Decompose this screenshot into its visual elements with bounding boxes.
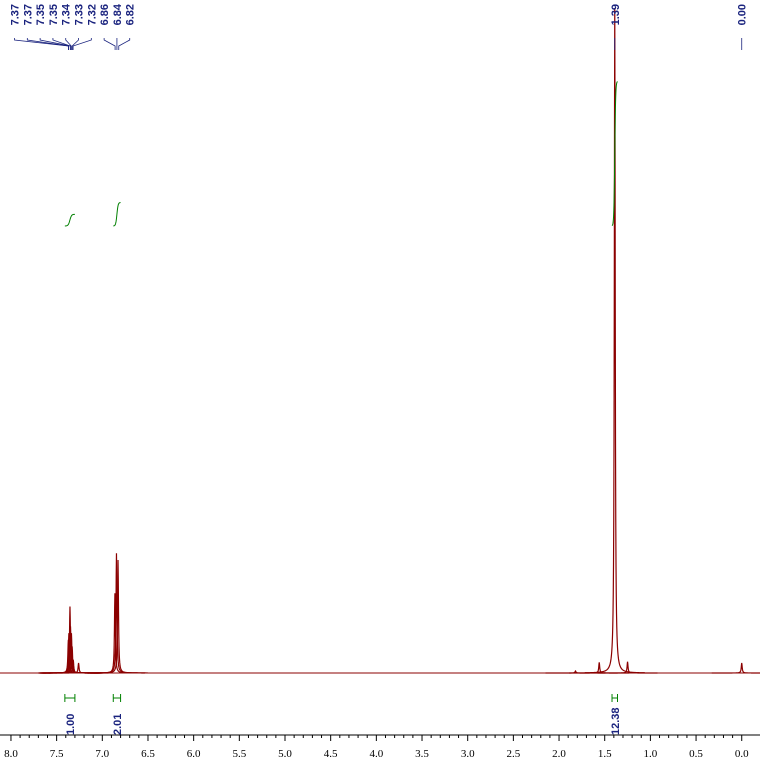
peak-label-connector: [118, 38, 131, 50]
x-tick-label: 1.5: [598, 748, 612, 760]
peak-label-connector: [103, 38, 116, 50]
peak-label: 6.82: [125, 4, 137, 25]
x-tick-label: 5.0: [278, 748, 292, 760]
x-tick-label: 2.5: [506, 748, 520, 760]
x-tick-label: 2.0: [552, 748, 566, 760]
peak-label-connector: [65, 38, 72, 50]
x-tick-label: 1.0: [644, 748, 658, 760]
x-tick-label: 6.5: [141, 748, 155, 760]
integral-label: 12.38: [610, 707, 622, 735]
peak: [584, 7, 645, 674]
peak-label: 7.35: [48, 4, 60, 25]
peak: [48, 662, 109, 674]
peak-label: 6.84: [112, 3, 124, 25]
x-tick-label: 6.0: [187, 748, 201, 760]
x-tick-label: 3.5: [415, 748, 429, 760]
peak-label-connector: [26, 38, 69, 50]
integral-curve: [113, 202, 121, 227]
peak-label: 7.35: [35, 4, 47, 25]
peak-label-connector: [72, 38, 92, 50]
x-tick-label: 7.0: [95, 748, 109, 760]
integral-bracket: [64, 694, 76, 702]
peak-label-connector: [52, 38, 71, 50]
x-tick-label: 5.5: [232, 748, 246, 760]
peak-label: 7.34: [61, 3, 73, 25]
integral-bracket: [611, 694, 618, 702]
x-tick-label: 8.0: [4, 748, 18, 760]
peak-label: 1.39: [610, 4, 622, 25]
integral-curve: [611, 81, 618, 227]
x-tick-label: 4.5: [324, 748, 338, 760]
peak-label-connector: [71, 38, 79, 50]
peak-label: 0.00: [737, 4, 749, 25]
x-tick-label: 7.5: [50, 748, 64, 760]
peak: [711, 662, 760, 674]
peak-label: 7.37: [22, 4, 34, 25]
integral-label: 2.01: [112, 714, 124, 735]
peak-label: 6.86: [99, 4, 111, 25]
x-tick-label: 3.0: [461, 748, 475, 760]
peak-label: 7.33: [74, 4, 86, 25]
peak-label: 7.32: [86, 4, 98, 25]
peak: [88, 559, 149, 674]
integral-label: 1.00: [65, 714, 77, 735]
x-tick-label: 0.0: [735, 748, 749, 760]
integral-bracket: [112, 694, 122, 702]
peak: [597, 661, 658, 674]
peak-label: 7.37: [10, 4, 22, 25]
x-tick-label: 4.0: [369, 748, 383, 760]
x-tick-label: 0.5: [689, 748, 703, 760]
integral-curve: [64, 213, 75, 227]
